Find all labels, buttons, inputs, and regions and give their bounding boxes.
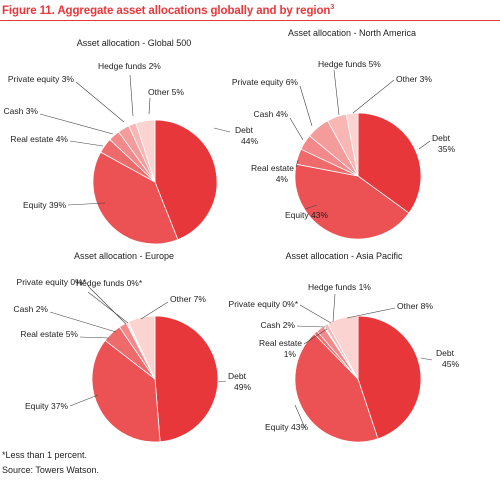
pie-slice-debt [154, 119, 218, 241]
pie-slice-equity [92, 151, 179, 245]
slice-label-equity: Equity 43% [265, 422, 308, 432]
pie-chart-1-title: Asset allocation - Global 500 [77, 38, 192, 48]
pie-chart-3: Asset allocation - Europe Debt 49% Equity 3… [14, 251, 251, 443]
leader-line-cash [296, 325, 326, 328]
slice-label-equity: Equity 43% [285, 210, 328, 220]
slice-label-hedge-funds: Hedge funds 1% [308, 282, 371, 292]
slice-label-other: Other 3% [396, 74, 432, 84]
slice-label-cash: Cash 2% [14, 304, 49, 314]
leader-line-real-estate [79, 336, 110, 339]
slice-label-equity: Equity 39% [23, 200, 66, 210]
pie-slice-equity [91, 339, 161, 443]
leader-line-hedge-funds [87, 291, 129, 324]
figure-title-superscript: 3 [330, 4, 335, 11]
leader-line-private-equity [87, 285, 127, 325]
leader-line-real-estate [69, 140, 104, 147]
slice-label-debt: Debt 35% [432, 133, 455, 154]
figure-title-text: Figure 11. Aggregate asset allocations g… [2, 4, 331, 17]
slice-label-equity: Equity 37% [25, 401, 68, 411]
pie-slice-debt [357, 315, 422, 440]
slice-label-cash: Cash 3% [4, 106, 39, 116]
slice-label-private-equity: Private equity 3% [8, 74, 75, 84]
leader-line-hedge-funds [333, 69, 340, 116]
leader-line-cash [49, 311, 117, 333]
leader-line-other [352, 79, 395, 114]
leader-line-private-equity [75, 81, 125, 123]
leader-line-equity [304, 204, 318, 210]
pie-chart-4: Asset allocation - Asia Pacific Debt 45% Eq… [229, 251, 459, 443]
leader-line-private-equity [299, 85, 313, 127]
slice-label-other: Other 5% [148, 87, 184, 97]
slice-label-debt: Debt 44% [235, 125, 258, 146]
slice-label-other: Other 7% [170, 294, 206, 304]
leader-line-private-equity [299, 304, 332, 324]
slice-label-cash: Cash 4% [254, 109, 289, 119]
slice-label-private-equity: Private equity 0%* [229, 299, 299, 309]
slice-label-hedge-funds: Hedge funds 2% [98, 61, 161, 71]
pie-slice-equity [294, 333, 379, 443]
slice-label-real-estate: Real estate 4% [251, 163, 294, 184]
pie-slice-debt [154, 315, 219, 443]
slice-label-private-equity: Private equity 0%* [17, 277, 87, 287]
leader-line-equity [67, 202, 106, 206]
pie-slice-debt [357, 112, 422, 214]
footnote: *Less than 1 percent. [2, 450, 88, 460]
slice-label-private-equity: Private equity 6% [232, 77, 299, 87]
leader-line-real-estate [303, 328, 328, 345]
leader-line-equity [69, 394, 99, 407]
leader-line-other [140, 301, 169, 320]
leader-line-debt [418, 140, 431, 150]
slice-label-debt: Debt 49% [228, 371, 251, 392]
pie-chart-4-title: Asset allocation - Asia Pacific [285, 251, 403, 261]
pie-chart-2: Asset allocation - North America Debt 35% E… [232, 28, 455, 240]
title-rule [0, 20, 500, 21]
slice-label-real-estate: Real estate 1% [259, 338, 302, 359]
leader-line-cash [289, 117, 304, 141]
pie-slice-other [127, 315, 156, 380]
leader-line-other [346, 307, 396, 319]
pie-slice-other [135, 119, 156, 183]
pie-chart-3-title: Asset allocation - Europe [74, 251, 174, 261]
pie-chart-1: Asset allocation - Global 500 Debt 44% Equi… [4, 38, 258, 245]
pie-slice-equity [294, 163, 410, 240]
slice-label-cash: Cash 2% [261, 320, 296, 330]
leader-line-hedge-funds [129, 74, 134, 117]
leader-line-hedge-funds [332, 293, 336, 323]
figure-title: Figure 11. Aggregate asset allocations g… [2, 4, 334, 17]
leader-line-real-estate [295, 159, 299, 168]
leader-line-debt [213, 127, 231, 133]
leader-line-equity [294, 404, 306, 429]
source-note: Source: Towers Watson. [2, 465, 100, 475]
leader-line-debt [420, 357, 433, 361]
slice-label-hedge-funds: Hedge funds 0%* [76, 278, 143, 288]
slice-label-real-estate: Real estate 4% [10, 134, 68, 144]
leader-line-debt [217, 380, 227, 383]
slice-label-hedge-funds: Hedge funds 5% [318, 59, 381, 69]
leader-line-other [148, 97, 151, 115]
pie-slice-other [345, 112, 359, 177]
leader-line-cash [39, 113, 114, 135]
slice-label-debt: Debt 45% [436, 348, 459, 369]
slice-label-other: Other 8% [397, 301, 433, 311]
slice-label-real-estate: Real estate 5% [20, 329, 78, 339]
pie-chart-2-title: Asset allocation - North America [288, 28, 416, 38]
